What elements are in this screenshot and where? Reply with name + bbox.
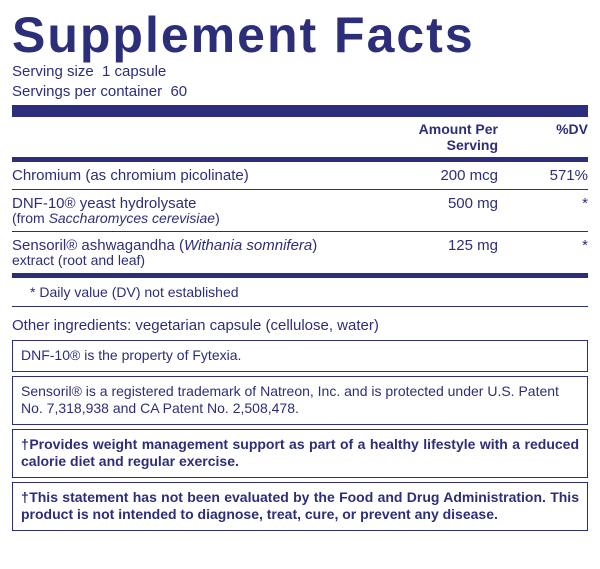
ingredient-amount: 125 mg xyxy=(368,237,518,254)
servings-per-container-value: 60 xyxy=(170,83,187,100)
servings-per-container-label: Servings per container xyxy=(12,83,162,100)
table-header: Amount Per Serving %DV xyxy=(12,119,588,155)
serving-info: Serving size 1 capsule Servings per cont… xyxy=(12,62,588,101)
table-row: DNF-10® yeast hydrolysate (from Saccharo… xyxy=(12,192,588,229)
table-row: Sensoril® ashwagandha (Withania somnifer… xyxy=(12,234,588,271)
rule-med xyxy=(12,157,588,162)
rule-thick xyxy=(12,105,588,117)
rule-thin xyxy=(12,306,588,307)
serving-size-value: 1 capsule xyxy=(102,63,166,80)
servings-per-container-line: Servings per container 60 xyxy=(12,82,588,102)
footnote-box: †Provides weight management support as p… xyxy=(12,429,588,478)
ingredient-amount: 500 mg xyxy=(368,195,518,212)
ingredient-dv: * xyxy=(518,237,588,254)
header-amount: Amount Per Serving xyxy=(368,121,518,153)
ingredient-amount: 200 mcg xyxy=(368,167,518,184)
table-row: Chromium (as chromium picolinate) 200 mc… xyxy=(12,164,588,187)
ingredient-dv: 571% xyxy=(518,167,588,184)
ingredient-sub: extract (root and leaf) xyxy=(12,252,368,268)
footnote-box: DNF-10® is the property of Fytexia. xyxy=(12,340,588,372)
rule-med xyxy=(12,273,588,278)
panel-title: Supplement Facts xyxy=(12,10,588,60)
ingredient-dv: * xyxy=(518,195,588,212)
rule-thin xyxy=(12,231,588,232)
serving-size-label: Serving size xyxy=(12,63,94,80)
rule-thin xyxy=(12,189,588,190)
ingredient-sub: (from Saccharomyces cerevisiae) xyxy=(12,210,368,226)
footnote-box: †This statement has not been evaluated b… xyxy=(12,482,588,531)
dv-footnote: * Daily value (DV) not established xyxy=(12,280,588,304)
serving-size-line: Serving size 1 capsule xyxy=(12,62,588,82)
ingredient-name: Chromium (as chromium picolinate) xyxy=(12,167,368,184)
header-dv: %DV xyxy=(518,121,588,153)
footnote-box: Sensoril® is a registered trademark of N… xyxy=(12,376,588,425)
other-ingredients: Other ingredients: vegetarian capsule (c… xyxy=(12,309,588,340)
